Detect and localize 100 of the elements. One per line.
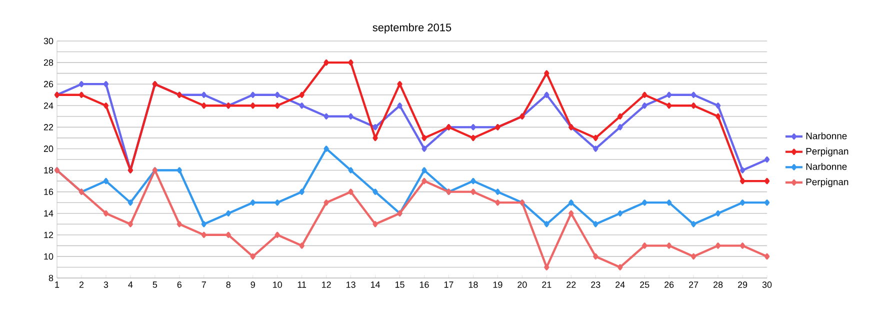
point	[299, 92, 304, 98]
x-tick-label: 2	[79, 282, 84, 288]
point	[324, 59, 329, 66]
point	[740, 200, 746, 206]
point	[764, 156, 770, 163]
point	[103, 102, 109, 109]
y-tick-label: 22	[44, 124, 54, 130]
x-tick-label: 10	[273, 282, 282, 288]
point	[642, 92, 648, 98]
point	[568, 210, 574, 216]
x-tick-label: 28	[714, 282, 723, 288]
point	[372, 188, 378, 195]
point	[690, 253, 696, 260]
y-tick-label: 28	[44, 59, 54, 66]
point	[372, 124, 378, 130]
x-tick-label: 4	[128, 282, 133, 288]
x-tick-label: 18	[468, 282, 478, 288]
point	[618, 210, 623, 216]
point	[397, 102, 402, 109]
x-tick-label: 16	[420, 282, 429, 288]
point	[715, 102, 721, 109]
point	[422, 146, 427, 152]
point	[568, 200, 574, 206]
point	[495, 188, 500, 195]
point	[348, 167, 354, 174]
point	[618, 113, 623, 120]
point	[593, 253, 598, 260]
point	[274, 102, 280, 109]
point	[544, 92, 550, 98]
point	[593, 134, 598, 142]
point	[128, 221, 134, 228]
point	[103, 81, 109, 88]
point	[226, 232, 231, 238]
point	[348, 113, 354, 120]
legend-label: Narbonne	[806, 162, 847, 170]
point	[618, 124, 623, 130]
x-tick-label: 12	[322, 282, 331, 288]
point	[299, 188, 304, 195]
point	[348, 59, 354, 66]
point	[666, 92, 672, 98]
x-tick-label: 5	[152, 282, 158, 288]
point	[250, 92, 256, 98]
point	[618, 264, 623, 270]
point	[274, 92, 280, 98]
point	[740, 242, 746, 249]
point	[299, 242, 304, 249]
x-tick-label: 9	[250, 282, 255, 288]
point	[274, 232, 280, 238]
x-tick-label: 26	[664, 282, 674, 288]
point	[422, 178, 427, 184]
x-tick-label: 17	[444, 282, 454, 288]
x-tick-label: 24	[616, 282, 625, 288]
x-tick-label: 29	[738, 282, 748, 288]
point	[470, 178, 476, 184]
point	[715, 113, 721, 120]
point	[495, 200, 500, 206]
point	[740, 167, 746, 174]
x-tick-label: 1	[55, 282, 60, 288]
x-tick-label: 30	[762, 282, 772, 288]
point	[544, 70, 550, 76]
x-tick-label: 23	[591, 282, 600, 288]
x-tick-label: 21	[542, 282, 552, 288]
point	[593, 146, 598, 152]
y-tick-label: 16	[44, 188, 54, 195]
point	[764, 253, 770, 260]
point	[226, 210, 231, 216]
point	[176, 167, 182, 174]
point	[422, 167, 427, 174]
y-tick-label: 24	[44, 102, 54, 109]
y-tick-label: 12	[44, 232, 54, 238]
point	[176, 221, 182, 228]
point	[422, 134, 427, 142]
x-tick-label: 7	[202, 282, 206, 288]
point	[470, 134, 476, 142]
point	[103, 210, 109, 216]
point	[740, 178, 746, 184]
point	[250, 200, 256, 206]
legend-label: Perpignan	[806, 148, 848, 156]
point	[128, 200, 134, 206]
y-tick-label: 26	[44, 80, 54, 88]
point	[78, 92, 84, 98]
point	[348, 188, 354, 195]
point	[642, 102, 648, 109]
point	[201, 92, 206, 98]
x-tick-label: 20	[518, 282, 527, 288]
point	[274, 200, 280, 206]
point	[544, 264, 550, 270]
point	[324, 146, 329, 152]
y-tick-label: 8	[48, 274, 54, 282]
x-tick-label: 3	[104, 282, 108, 288]
point	[593, 221, 598, 228]
point	[470, 124, 476, 130]
point	[324, 113, 329, 120]
point	[764, 200, 770, 206]
point	[201, 102, 206, 109]
point	[372, 221, 378, 228]
x-tick-label: 25	[640, 282, 650, 288]
y-tick-label: 30	[44, 38, 54, 44]
point	[78, 81, 84, 88]
x-tick-label: 8	[226, 282, 230, 288]
